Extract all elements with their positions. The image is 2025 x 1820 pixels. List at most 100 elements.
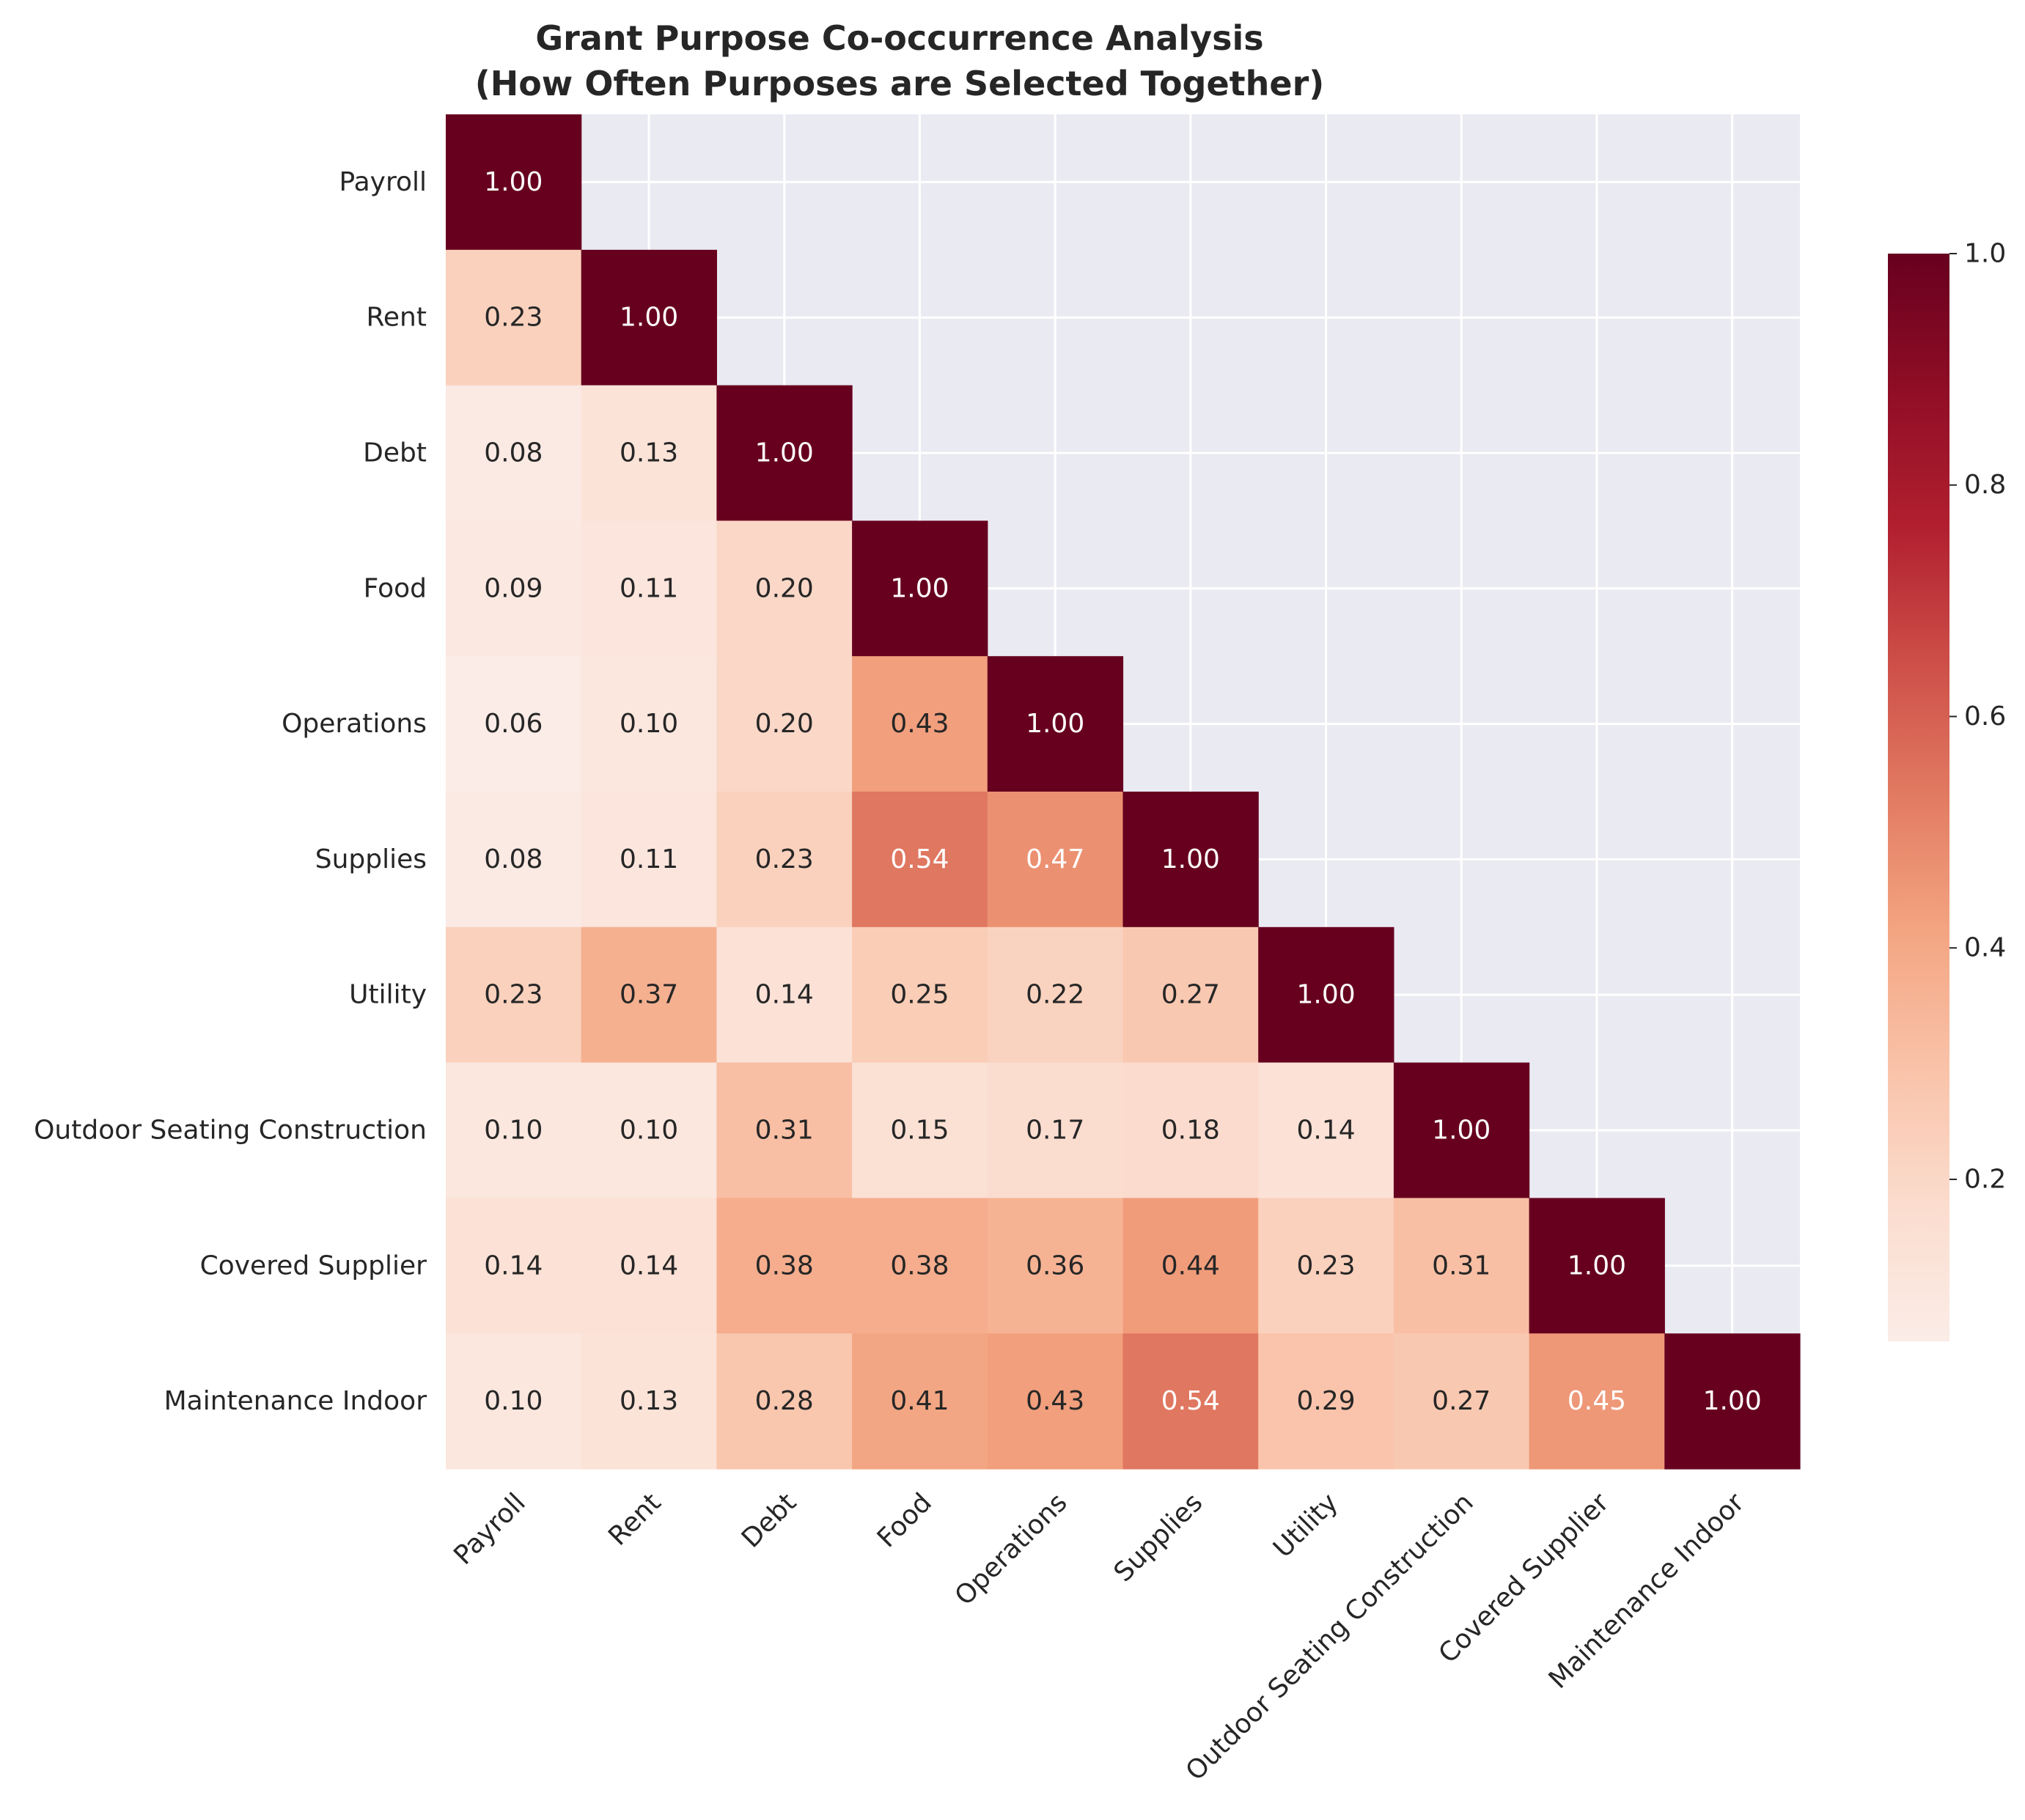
cell-value-label: 0.13 — [620, 438, 678, 468]
x-tick-label: Utility — [1268, 1488, 1344, 1564]
heatmap-cell — [716, 1198, 853, 1334]
cell-value-label: 0.13 — [620, 1386, 678, 1416]
cell-value-label: 0.20 — [755, 573, 814, 603]
heatmap-cell — [852, 1198, 988, 1334]
heatmap-cell — [1258, 1062, 1394, 1198]
heatmap-cell — [987, 926, 1124, 1064]
cell-value-label: 0.23 — [484, 980, 543, 1010]
cell-value-label: 1.00 — [484, 167, 543, 197]
y-axis: Payroll Rent Debt Food Operations Supplies Uti… — [34, 167, 427, 1416]
cell-value-label: 0.38 — [890, 1250, 949, 1281]
cell-value-label: 0.45 — [1568, 1386, 1626, 1416]
heatmap-cell — [1122, 1062, 1259, 1198]
colorbar-ticks: 0.2 0.4 0.6 0.8 1.0 — [1949, 239, 2006, 1194]
heatmap-cell — [716, 1062, 853, 1198]
cell-value-label: 0.15 — [890, 1116, 949, 1146]
chart-title-line2: (How Often Purposes are Selected Togethe… — [475, 64, 1325, 103]
heatmap-cell — [852, 520, 988, 657]
heatmap-cell — [581, 792, 717, 928]
y-tick-label: Operations — [282, 709, 427, 739]
heatmap-cell — [1258, 1333, 1394, 1470]
heatmap-cell — [1393, 1198, 1530, 1334]
cell-value-label: 0.23 — [1296, 1250, 1355, 1281]
cell-value-label: 0.38 — [755, 1250, 814, 1281]
y-tick-label: Maintenance Indoor — [164, 1386, 427, 1416]
heatmap-cell — [446, 1062, 582, 1198]
colorbar-tick-label: 0.8 — [1964, 470, 2006, 500]
heatmap-cell — [1664, 1333, 1801, 1470]
heatmap-cell — [1122, 1333, 1259, 1470]
cell-value-label: 0.14 — [484, 1250, 543, 1281]
y-tick-label: Debt — [363, 438, 427, 468]
plot-area: 1.00 0.23 1.00 0.08 0.13 1.00 0.09 0.11 0.20 1.00… — [446, 114, 1801, 1470]
cell-value-label: 1.00 — [1703, 1386, 1762, 1416]
x-tick-label: Debt — [736, 1488, 802, 1554]
colorbar-tick-label: 1.0 — [1964, 239, 2006, 269]
heatmap-cell — [581, 249, 717, 386]
cell-value-label: 0.43 — [1026, 1386, 1084, 1416]
x-axis: Payroll Rent Debt Food Operations Supplies Uti… — [448, 1487, 1750, 1786]
colorbar-tick-label: 0.2 — [1964, 1164, 2006, 1194]
cell-value-label: 0.43 — [890, 709, 949, 739]
heatmap-cell — [446, 385, 582, 521]
cell-value-label: 1.00 — [620, 303, 678, 333]
cell-value-label: 0.10 — [484, 1116, 543, 1146]
y-tick-label: Food — [364, 573, 427, 603]
heatmap-cell — [716, 1333, 853, 1470]
heatmap-cell — [1258, 926, 1394, 1064]
heatmap-cell — [716, 385, 853, 521]
cell-value-label: 1.00 — [1568, 1250, 1626, 1281]
heatmap-cell — [852, 792, 988, 928]
cell-value-label: 0.14 — [1296, 1116, 1355, 1146]
y-tick-label: Supplies — [315, 844, 427, 874]
heatmap-cell — [1393, 1333, 1530, 1470]
colorbar-gradient — [1888, 254, 1949, 1341]
cell-value-label: 0.31 — [755, 1116, 814, 1146]
cell-value-label: 0.11 — [620, 844, 678, 874]
heatmap-cell — [446, 249, 582, 386]
cell-value-label: 0.25 — [890, 980, 949, 1010]
y-tick-label: Covered Supplier — [200, 1250, 427, 1281]
heatmap-cell — [581, 520, 717, 657]
cell-value-label: 1.00 — [755, 438, 814, 468]
heatmap-cell — [1122, 792, 1259, 928]
heatmap-cell — [716, 926, 853, 1064]
cell-value-label: 1.00 — [890, 573, 949, 603]
cell-value-label: 0.20 — [755, 709, 814, 739]
heatmap-cell — [446, 1333, 582, 1470]
heatmap-cell — [581, 385, 717, 521]
cell-value-label: 0.44 — [1161, 1250, 1220, 1281]
cell-value-label: 0.14 — [620, 1250, 678, 1281]
y-tick-label: Rent — [367, 303, 427, 333]
heatmap-cell — [446, 656, 582, 792]
cell-value-label: 1.00 — [1161, 844, 1220, 874]
cell-value-label: 0.28 — [755, 1386, 814, 1416]
x-tick-label: Supplies — [1109, 1488, 1209, 1588]
cell-value-label: 0.08 — [484, 438, 543, 468]
cell-value-label: 0.31 — [1432, 1250, 1491, 1281]
heatmap-cell — [716, 656, 853, 792]
cell-value-label: 0.29 — [1296, 1386, 1355, 1416]
cell-value-label: 0.17 — [1026, 1116, 1084, 1146]
heatmap-cell — [852, 1333, 988, 1470]
cell-value-label: 0.47 — [1026, 844, 1084, 874]
heatmap-cell — [1122, 926, 1259, 1064]
heatmap-cell — [581, 1333, 717, 1470]
heatmap-cell — [1393, 1062, 1530, 1198]
heatmap-cell — [1529, 1333, 1665, 1470]
cell-value-label: 0.27 — [1161, 980, 1220, 1010]
cell-value-label: 0.41 — [890, 1386, 949, 1416]
heatmap-cell — [446, 114, 582, 251]
y-tick-label: Outdoor Seating Construction — [34, 1116, 427, 1146]
heatmap-cell — [987, 1062, 1124, 1198]
cell-value-label: 1.00 — [1432, 1116, 1491, 1146]
cell-value-label: 0.54 — [890, 844, 949, 874]
cell-value-label: 1.00 — [1026, 709, 1084, 739]
cell-value-label: 0.23 — [484, 303, 543, 333]
heatmap-cell — [987, 1198, 1124, 1334]
heatmap-cell — [852, 926, 988, 1064]
cell-value-label: 0.18 — [1161, 1116, 1220, 1146]
heatmap-cell — [581, 1062, 717, 1198]
cell-value-label: 0.06 — [484, 709, 543, 739]
